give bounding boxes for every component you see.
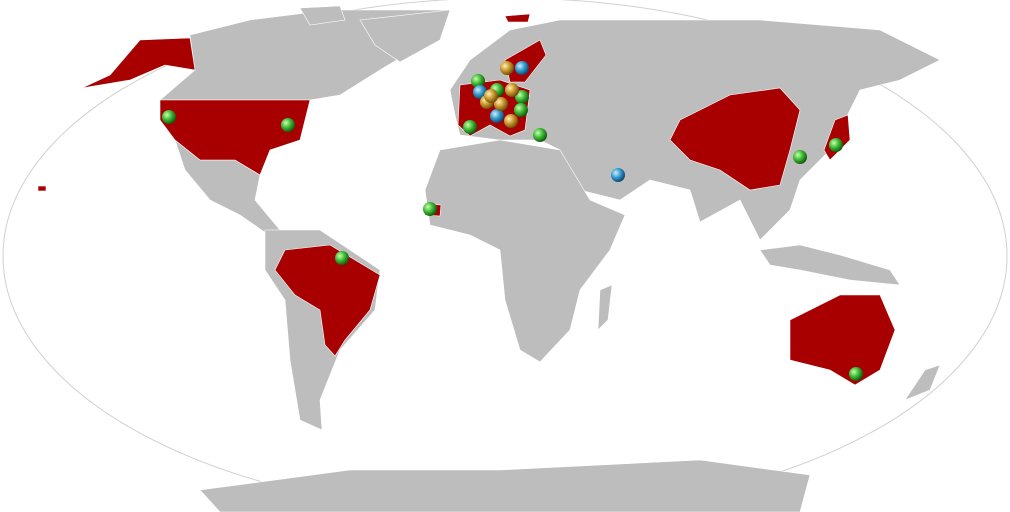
marker	[335, 251, 349, 265]
marker	[793, 150, 807, 164]
marker	[505, 83, 519, 97]
land	[159, 5, 941, 512]
marker	[490, 109, 504, 123]
marker	[473, 85, 487, 99]
marker	[281, 118, 295, 132]
marker	[471, 74, 485, 88]
marker	[500, 61, 514, 75]
marker	[829, 138, 843, 152]
marker	[504, 114, 518, 128]
marker	[533, 128, 547, 142]
markers	[162, 61, 863, 381]
marker	[515, 90, 529, 104]
marker	[162, 110, 176, 124]
marker	[514, 103, 528, 117]
marker	[463, 120, 477, 134]
marker	[423, 202, 437, 216]
marker	[611, 168, 625, 182]
marker	[515, 61, 529, 75]
marker	[494, 97, 508, 111]
marker	[484, 89, 498, 103]
marker	[849, 367, 863, 381]
